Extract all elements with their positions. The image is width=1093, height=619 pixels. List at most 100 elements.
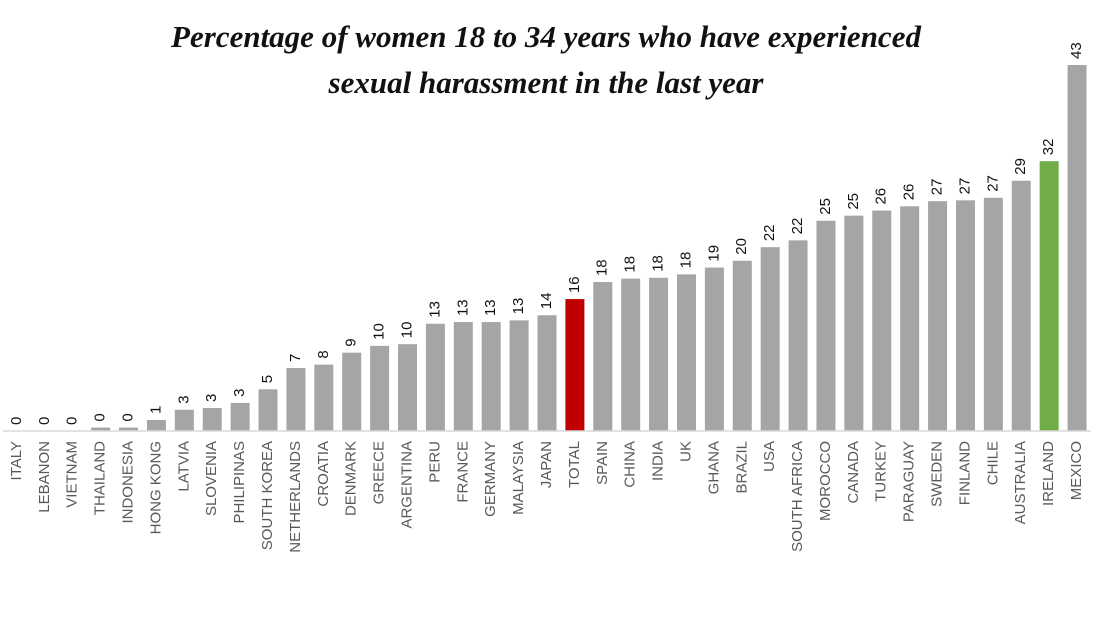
x-tick-label: HONG KONG xyxy=(147,441,164,534)
value-label: 13 xyxy=(510,298,527,315)
bar xyxy=(537,315,557,431)
value-label: 20 xyxy=(733,238,750,255)
x-tick-label: LATVIA xyxy=(175,441,192,492)
value-label: 18 xyxy=(594,259,611,276)
bar xyxy=(174,409,194,431)
x-tick-label: GERMANY xyxy=(482,441,499,517)
bar xyxy=(453,322,473,431)
bar xyxy=(593,282,613,431)
bar xyxy=(481,322,501,431)
x-tick-label: UK xyxy=(677,441,694,462)
x-tick-label: ARGENTINA xyxy=(398,441,415,529)
x-tick-label: PHILIPINAS xyxy=(231,441,248,524)
bar xyxy=(760,247,780,431)
bar xyxy=(1039,161,1059,431)
x-tick-label: PARAGUAY xyxy=(901,441,918,522)
x-tick-label: CHILE xyxy=(984,441,1001,485)
bar xyxy=(509,320,529,431)
x-tick-label: MOROCCO xyxy=(817,441,834,521)
value-label: 3 xyxy=(203,394,220,402)
bar xyxy=(258,389,278,431)
x-tick-label: INDIA xyxy=(650,441,667,481)
value-label: 26 xyxy=(901,184,918,201)
x-tick-label: SLOVENIA xyxy=(203,441,220,516)
bar xyxy=(1067,65,1087,431)
bar xyxy=(704,267,724,431)
value-label: 25 xyxy=(817,198,834,215)
value-label: 10 xyxy=(371,323,388,340)
value-label: 0 xyxy=(92,413,109,421)
value-label: 18 xyxy=(622,256,639,273)
value-label: 13 xyxy=(426,301,443,318)
value-label: 18 xyxy=(677,252,694,269)
value-label: 3 xyxy=(175,395,192,403)
bar xyxy=(398,344,418,431)
value-label: 25 xyxy=(845,193,862,210)
bar xyxy=(788,240,808,431)
bar xyxy=(565,299,585,431)
value-label: 26 xyxy=(873,188,890,205)
x-tick-label: USA xyxy=(761,441,778,472)
value-label: 14 xyxy=(538,293,555,310)
value-label: 0 xyxy=(120,413,137,421)
bar xyxy=(314,364,334,431)
value-label: 27 xyxy=(929,178,946,195)
value-label: 5 xyxy=(259,375,276,383)
value-label: 13 xyxy=(482,299,499,316)
bar xyxy=(900,206,920,431)
bar xyxy=(1011,180,1031,431)
x-tick-label: DENMARK xyxy=(343,441,360,516)
value-label: 8 xyxy=(315,350,332,358)
value-label: 9 xyxy=(343,338,360,346)
x-tick-label: PERU xyxy=(426,441,443,483)
bar xyxy=(119,427,139,431)
value-label: 0 xyxy=(64,417,81,425)
value-label: 19 xyxy=(705,245,722,262)
value-label: 22 xyxy=(761,224,778,241)
x-tick-label: FINLAND xyxy=(956,441,973,505)
x-tick-label: CROATIA xyxy=(315,441,332,507)
x-tick-label: IRELAND xyxy=(1040,441,1057,506)
value-label: 18 xyxy=(650,255,667,272)
x-tick-label: CHINA xyxy=(622,441,639,488)
value-label: 32 xyxy=(1040,138,1057,155)
x-tick-label: NETHERLANDS xyxy=(287,441,304,553)
value-label: 7 xyxy=(287,354,304,362)
x-tick-label: MEXICO xyxy=(1068,441,1085,500)
bar xyxy=(425,323,445,431)
value-label: 22 xyxy=(789,218,806,235)
bar xyxy=(370,345,390,431)
bar xyxy=(649,277,669,431)
x-tick-label: FRANCE xyxy=(454,441,471,503)
value-label: 27 xyxy=(956,178,973,195)
x-tick-label: BRAZIL xyxy=(733,441,750,494)
x-tick-label: SPAIN xyxy=(594,441,611,485)
bar xyxy=(816,220,836,431)
bar xyxy=(286,368,306,431)
bar xyxy=(955,200,975,431)
value-label: 10 xyxy=(398,321,415,338)
x-tick-label: TURKEY xyxy=(873,441,890,502)
value-label: 43 xyxy=(1068,42,1085,59)
bar xyxy=(342,352,362,431)
bar xyxy=(146,419,166,431)
value-label: 13 xyxy=(454,299,471,316)
bar xyxy=(928,201,948,431)
bar xyxy=(983,197,1003,431)
chart-title: Percentage of women 18 to 34 years who h… xyxy=(171,19,921,100)
value-label: 0 xyxy=(36,417,53,425)
x-tick-label: GHANA xyxy=(705,441,722,494)
bar xyxy=(230,402,250,431)
value-label: 29 xyxy=(1012,158,1029,175)
x-tick-label: MALAYSIA xyxy=(510,441,527,515)
x-tick-label: ITALY xyxy=(8,441,25,480)
bar xyxy=(676,274,696,431)
bar xyxy=(844,215,864,431)
x-tick-label: GREECE xyxy=(371,441,388,504)
x-tick-label: SWEDEN xyxy=(929,441,946,507)
bar xyxy=(202,408,222,431)
bar xyxy=(872,210,892,431)
value-label: 0 xyxy=(8,417,25,425)
